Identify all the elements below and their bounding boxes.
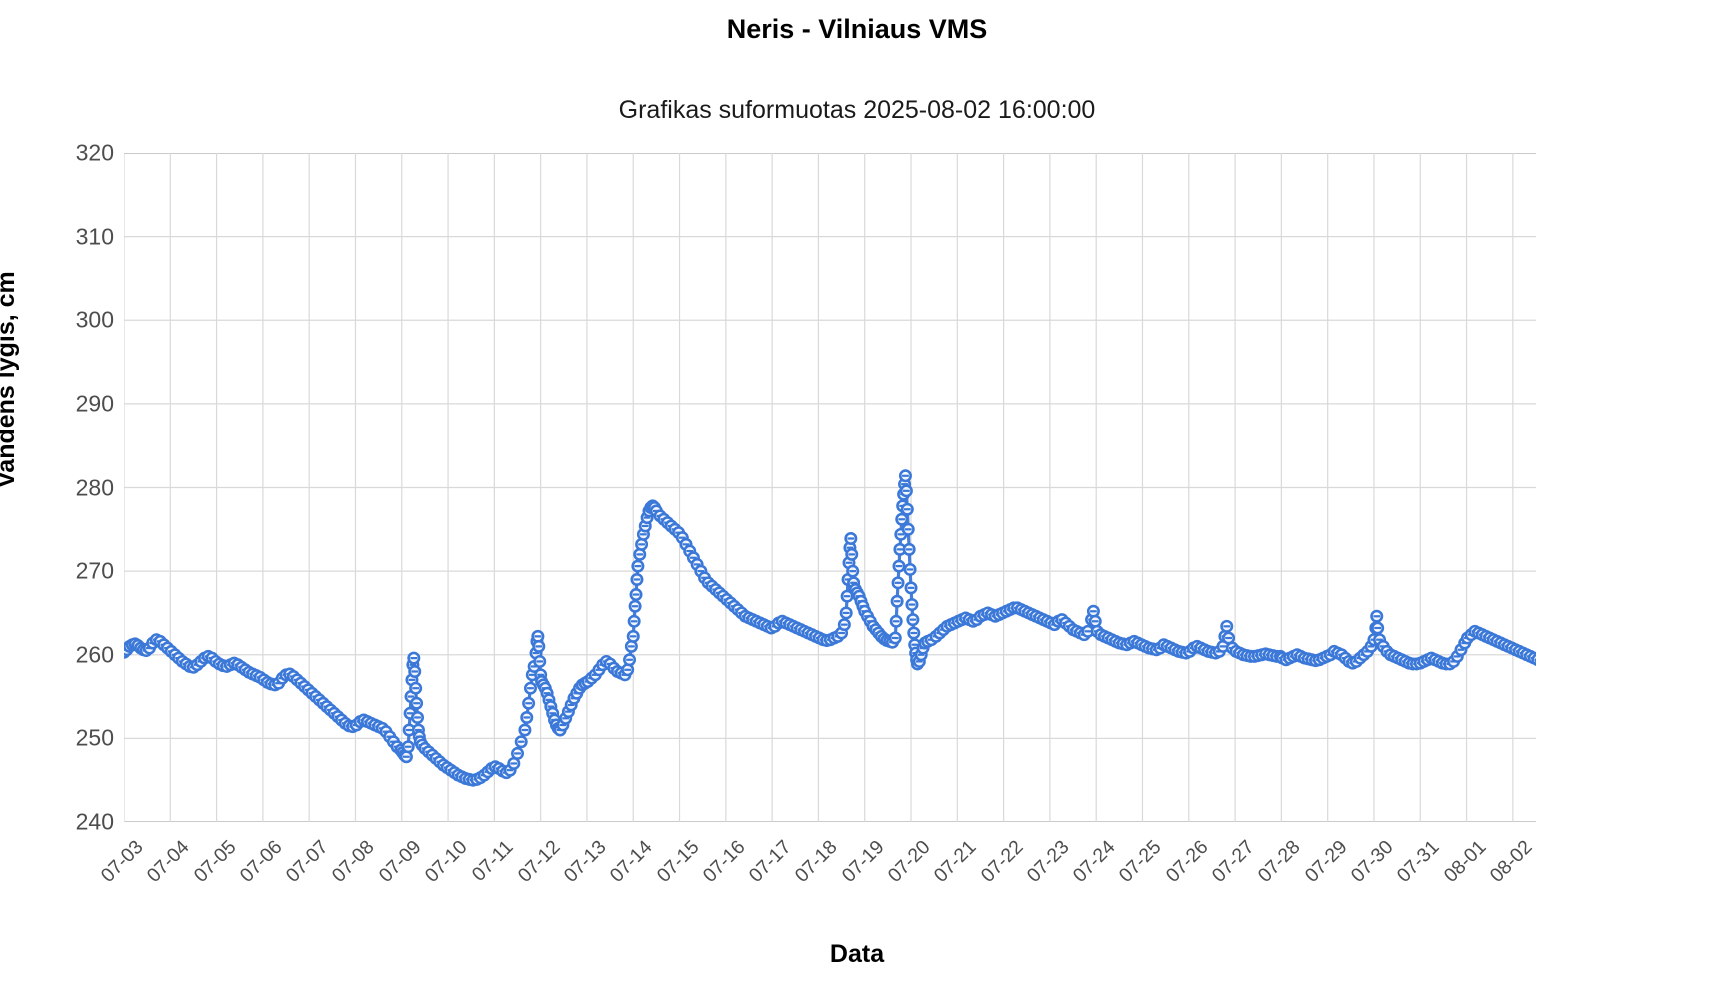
x-tick-label: 07-29 [1300, 836, 1352, 887]
x-tick-label: 07-15 [652, 836, 704, 887]
series-line [124, 474, 1536, 782]
x-tick-label: 07-16 [698, 836, 750, 887]
x-tick-label: 07-04 [143, 836, 194, 887]
series-markers [124, 469, 1536, 787]
x-tick-label: 07-17 [744, 836, 796, 887]
x-tick-label: 07-24 [1068, 836, 1120, 887]
x-tick-label: 07-27 [1207, 836, 1259, 887]
x-axis-label: Data [829, 940, 885, 968]
x-tick-label: 07-18 [791, 836, 842, 887]
x-tick-label: 07-23 [1022, 836, 1074, 887]
x-tick-label: 07-05 [189, 836, 241, 887]
x-tick-label: 07-30 [1346, 836, 1398, 887]
x-tick-label: 07-06 [235, 836, 287, 887]
x-tick-label: 07-21 [930, 836, 981, 887]
data-series-scatter [124, 469, 1536, 787]
x-tick-label: 07-08 [328, 836, 380, 887]
chart-subtitle: Grafikas suformuotas 2025-08-02 16:00:00 [618, 96, 1096, 124]
x-tick-label: 07-10 [420, 836, 472, 887]
x-tick-label: 07-31 [1392, 836, 1444, 887]
chart-title: Neris - Vilniaus VMS [726, 14, 988, 44]
x-tick-label: 07-14 [605, 836, 657, 887]
plot-area [124, 153, 1536, 822]
x-tick-label: 07-26 [1161, 836, 1213, 887]
x-tick-label: 08-02 [1485, 836, 1537, 887]
x-tick-label: 07-19 [837, 836, 889, 887]
x-tick-label: 07-22 [976, 836, 1028, 887]
x-tick-label: 08-01 [1439, 836, 1491, 887]
x-tick-label: 07-13 [559, 836, 611, 887]
x-tick-label: 07-28 [1254, 836, 1305, 887]
x-tick-label: 07-11 [468, 836, 518, 886]
x-tick-label: 07-12 [513, 836, 565, 887]
x-tick-label: 07-03 [96, 836, 148, 887]
x-tick-label: 07-07 [281, 836, 333, 887]
x-tick-label: 07-09 [374, 836, 426, 887]
x-tick-label: 07-20 [883, 836, 935, 887]
x-tick-label: 07-25 [1115, 836, 1167, 887]
